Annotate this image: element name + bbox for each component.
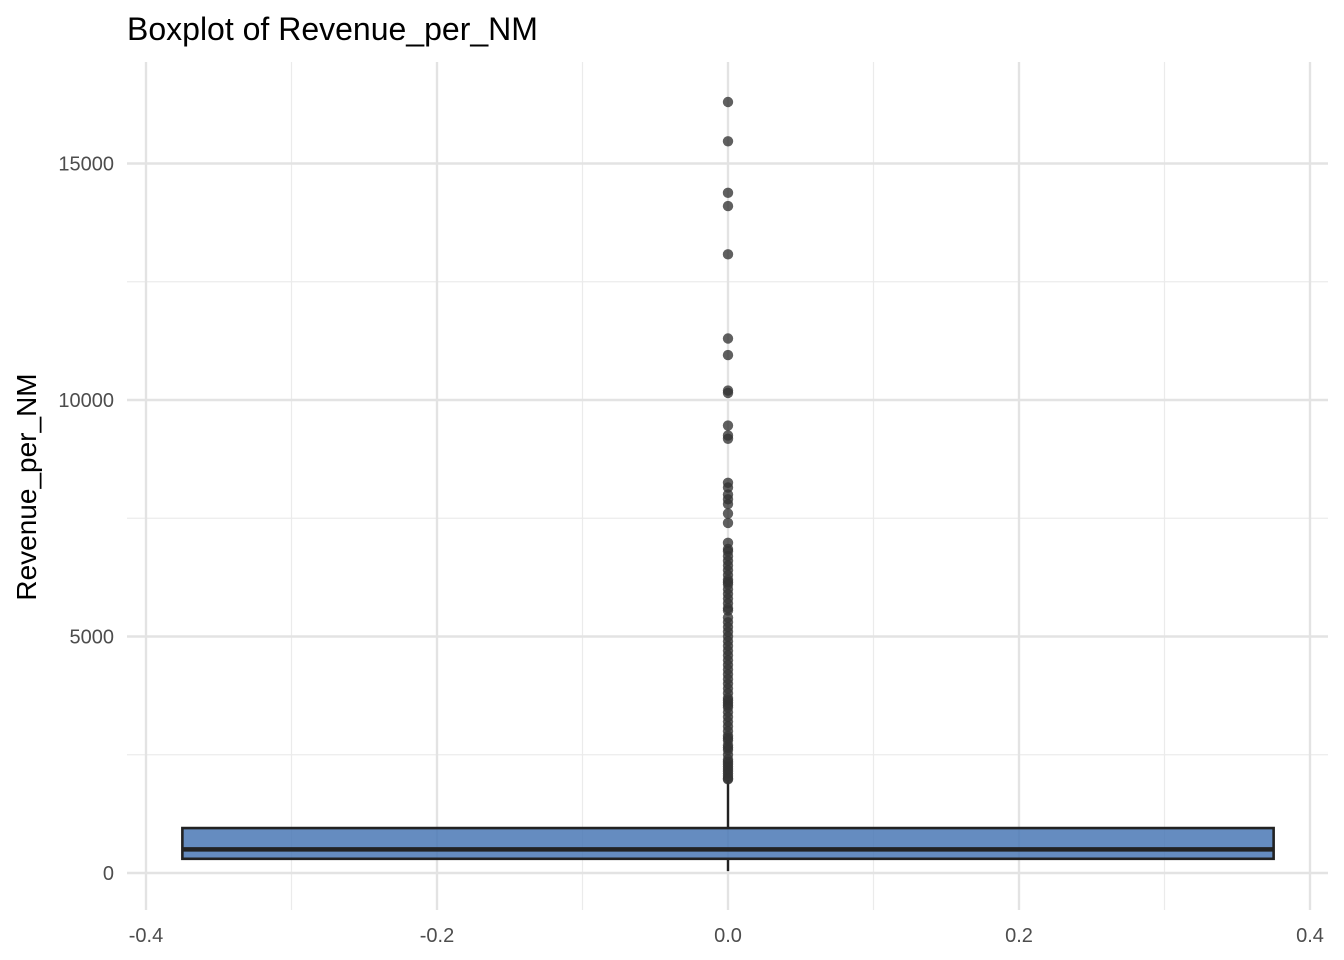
y-tick-label: 15000 <box>58 154 114 176</box>
y-tick-label: 10000 <box>58 390 114 412</box>
x-tick-label: -0.2 <box>420 925 454 947</box>
outlier-point <box>722 430 734 441</box>
x-tick-label: -0.4 <box>129 925 163 947</box>
chart-title: Boxplot of Revenue_per_NM <box>127 11 538 47</box>
outlier-point <box>722 420 734 431</box>
outlier-point <box>722 774 734 785</box>
outlier-point <box>722 517 734 529</box>
x-axis-ticks: -0.4 -0.2 0.0 0.2 0.4 <box>129 925 1324 947</box>
y-axis-label: Revenue_per_NM <box>11 373 42 600</box>
x-tick-label: 0.2 <box>1005 925 1033 947</box>
y-tick-label: 5000 <box>70 627 115 649</box>
x-tick-label: 0.4 <box>1296 925 1324 947</box>
outlier-point <box>722 136 734 147</box>
x-tick-label: 0.0 <box>714 925 742 947</box>
outlier-point <box>722 349 734 361</box>
y-axis-ticks: 0 5000 10000 15000 <box>58 154 114 886</box>
outlier-point <box>722 333 734 344</box>
outlier-points <box>722 96 734 785</box>
outlier-point <box>722 508 734 519</box>
outlier-point <box>722 249 734 260</box>
box-layer <box>181 780 1275 872</box>
outlier-point <box>722 387 734 399</box>
outlier-point <box>722 187 734 199</box>
outlier-point <box>722 498 734 510</box>
outlier-point <box>722 96 734 108</box>
outlier-point <box>722 200 734 212</box>
box-iqr <box>181 826 1275 861</box>
y-tick-label: 0 <box>103 863 114 885</box>
